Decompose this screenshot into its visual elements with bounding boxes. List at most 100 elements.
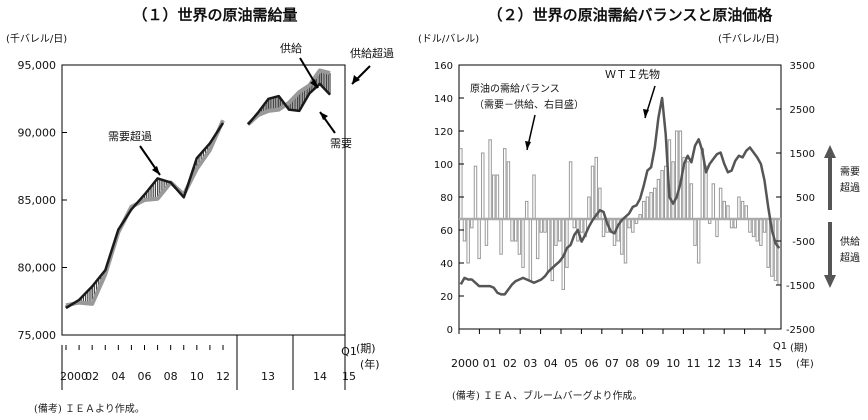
left-x-tick-label: 08: [164, 370, 178, 383]
right-x-tick-label: 12: [707, 357, 721, 370]
balance-bar: [664, 165, 668, 220]
right-x-tick-label: 14: [748, 357, 762, 370]
right-x-unit-year: (年): [796, 357, 814, 370]
balance-bar: [755, 218, 759, 242]
right-right-y-tick-label: 500: [796, 193, 815, 204]
wti-line: [459, 96, 781, 296]
right-right-y-tick-label: 1500: [790, 149, 815, 160]
left-y-ticks: 75,000 80,000 85,000 90,000 95,000: [18, 59, 67, 342]
balance-bar: [737, 196, 741, 220]
annotation-demand: 需要: [330, 137, 352, 150]
right-x-tick-label: 03: [523, 357, 537, 370]
balance-bar: [715, 218, 719, 238]
right-left-y-tick-label: 20: [440, 292, 453, 303]
balance-bar: [748, 218, 752, 233]
right-x-tick-label: 04: [544, 357, 558, 370]
balance-bar: [579, 218, 584, 233]
balance-bar: [689, 183, 694, 220]
left-x-tick-label: 06: [138, 370, 152, 383]
balance-bar: [740, 200, 745, 220]
right-right-y-tick-label: 3500: [790, 61, 815, 72]
balance-bar: [696, 218, 701, 264]
right-x-tick-label: 13: [727, 357, 741, 370]
right-left-y-tick-label: 120: [434, 127, 453, 138]
balance-bar: [733, 218, 737, 229]
left-y-tick-label: 90,000: [18, 127, 57, 140]
side-label-supply-excess: 超過: [840, 251, 860, 264]
right-x-tick-label: 09: [646, 357, 660, 370]
balance-bar: [492, 174, 496, 220]
balance-bar: [473, 165, 478, 220]
arrowhead-balance: [525, 141, 531, 150]
right-left-y-tick-label: 80: [440, 193, 453, 204]
left-chart-title: （１）世界の原油需給量: [132, 6, 297, 24]
left-y-tick-label: 75,000: [18, 329, 57, 342]
wti-price-line: [459, 96, 781, 296]
right-x-tick-label: 15: [768, 357, 782, 370]
right-left-axis-label: (ドル/バレル): [418, 33, 479, 45]
arrowhead-demand-excess: [152, 166, 160, 175]
balance-bar: [539, 218, 544, 233]
balance-bar: [744, 205, 748, 220]
side-label-demand-excess: 超過: [840, 181, 860, 194]
balance-bar: [495, 174, 500, 220]
balance-bar: [762, 218, 767, 233]
balance-bar: [481, 152, 485, 220]
annotation-supply: 供給: [280, 41, 302, 55]
right-x-tick-label: 07: [605, 357, 619, 370]
balance-bar: [565, 218, 569, 268]
balance-bar: [751, 218, 756, 238]
left-x-unit-period: (期): [356, 342, 376, 355]
left-x-tick-label: 13: [261, 370, 275, 383]
side-label-supply: 供給: [840, 235, 860, 248]
balance-bar: [693, 218, 697, 246]
balance-bar: [459, 148, 463, 220]
right-x-tick-label: 05: [564, 357, 578, 370]
balance-bar: [528, 218, 533, 282]
left-y-tick-label: 95,000: [18, 59, 57, 72]
balance-bar: [524, 200, 529, 220]
balance-bar: [631, 218, 635, 233]
balance-bar: [513, 218, 518, 242]
balance-bar: [766, 218, 770, 268]
balance-bar: [590, 165, 595, 220]
right-x-tick-label: 08: [625, 357, 639, 370]
balance-bar: [656, 178, 661, 220]
right-left-y-tick-label: 60: [440, 226, 453, 237]
balance-bar: [594, 156, 598, 220]
supply-line-quarterly: [246, 68, 331, 126]
right-y-ticks: 0 20 40 60 80 100 120 140 160 -2500 -1500 -500 500 15…: [434, 61, 815, 336]
annotation-demand-excess: 需要超過: [108, 129, 152, 143]
balance-bar: [660, 170, 664, 220]
right-left-y-tick-label: 0: [447, 325, 453, 336]
right-x-axis: 2000 01 02 03 04 05 06 07 08 09 10 11 12 13 14 15 Q1 (期) (…: [451, 329, 814, 370]
left-x-tick-label: 10: [190, 370, 204, 383]
right-x-tick-label: 10: [666, 357, 680, 370]
balance-bar: [777, 218, 781, 286]
left-y-tick-label: 80,000: [18, 262, 57, 275]
balance-bar: [773, 218, 778, 282]
demand-line-annual: [65, 122, 225, 310]
balance-bar: [466, 218, 470, 264]
balance-bar: [722, 200, 727, 220]
right-right-y-tick-label: -1500: [786, 281, 815, 292]
balance-bar: [477, 218, 481, 260]
balance-bar: [718, 187, 723, 220]
left-y-axis-label: (千バレル/日): [6, 33, 67, 45]
balance-bar: [568, 161, 573, 220]
right-left-y-tick-label: 140: [434, 94, 453, 105]
left-x-tick-label: 04: [111, 370, 125, 383]
balance-bar: [532, 174, 536, 220]
side-label-demand: 需要: [840, 166, 860, 178]
left-panel: （１）世界の原油需給量 (千バレル/日) 75,000 80,000 85,000 9…: [6, 6, 394, 415]
balance-bar: [506, 161, 511, 220]
balance-bar: [521, 218, 525, 268]
annotation-balance: 原油の需給バランス: [470, 82, 560, 95]
balance-bar: [645, 196, 650, 220]
balance-bar: [572, 218, 576, 229]
right-left-y-tick-label: 40: [440, 259, 453, 270]
balance-bar: [503, 148, 507, 220]
left-x-tick-label: 2000: [60, 370, 88, 383]
balance-bar: [543, 218, 547, 233]
